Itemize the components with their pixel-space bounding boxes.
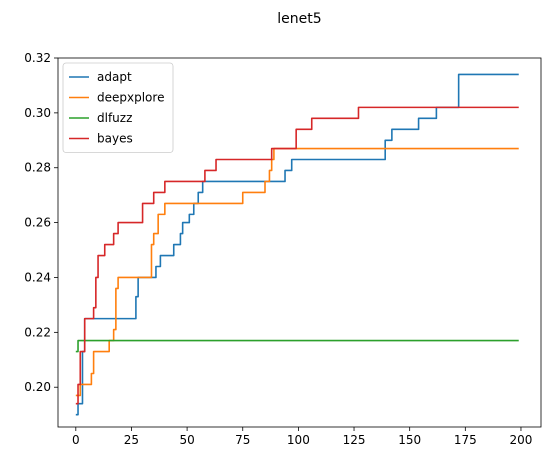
legend-frame [62,62,174,153]
series-line-adapt [75,73,519,416]
x-tick-label: 175 [454,433,477,447]
legend-label-bayes: bayes [97,132,133,146]
series-layer [75,73,519,416]
y-tick-label: 0.28 [24,161,51,175]
axes-layer: 0 25 50 75 100 125 150 175 200 0.20 0.22 0.24 0.26 0.… [24,51,542,447]
x-tick-label: 100 [287,433,310,447]
legend-label-deepxplore: deepxplore [97,91,164,105]
x-tick-label: 50 [179,433,194,447]
x-tick-label: 0 [72,433,80,447]
x-tick-label: 125 [343,433,366,447]
y-tick-label: 0.22 [24,325,51,339]
y-tick-label: 0.26 [24,216,51,230]
x-tick-label: 200 [510,433,533,447]
x-tick-label: 150 [398,433,421,447]
legend-label-adapt: adapt [97,70,132,84]
chart-title: lenet5 [277,11,321,27]
y-tick-label: 0.30 [24,106,51,120]
series-line-deepxplore [75,147,519,397]
x-tick-label: 25 [124,433,139,447]
series-line-bayes [75,106,519,405]
series-line-dlfuzz [75,339,519,353]
y-tick-label: 0.32 [24,51,51,65]
legend: adapt deepxplore dlfuzz bayes [62,62,174,153]
axes-frame [57,57,542,428]
x-tick-label: 75 [235,433,250,447]
y-tick-label: 0.20 [24,380,51,394]
legend-label-dlfuzz: dlfuzz [97,111,132,125]
y-tick-label: 0.24 [24,270,51,284]
